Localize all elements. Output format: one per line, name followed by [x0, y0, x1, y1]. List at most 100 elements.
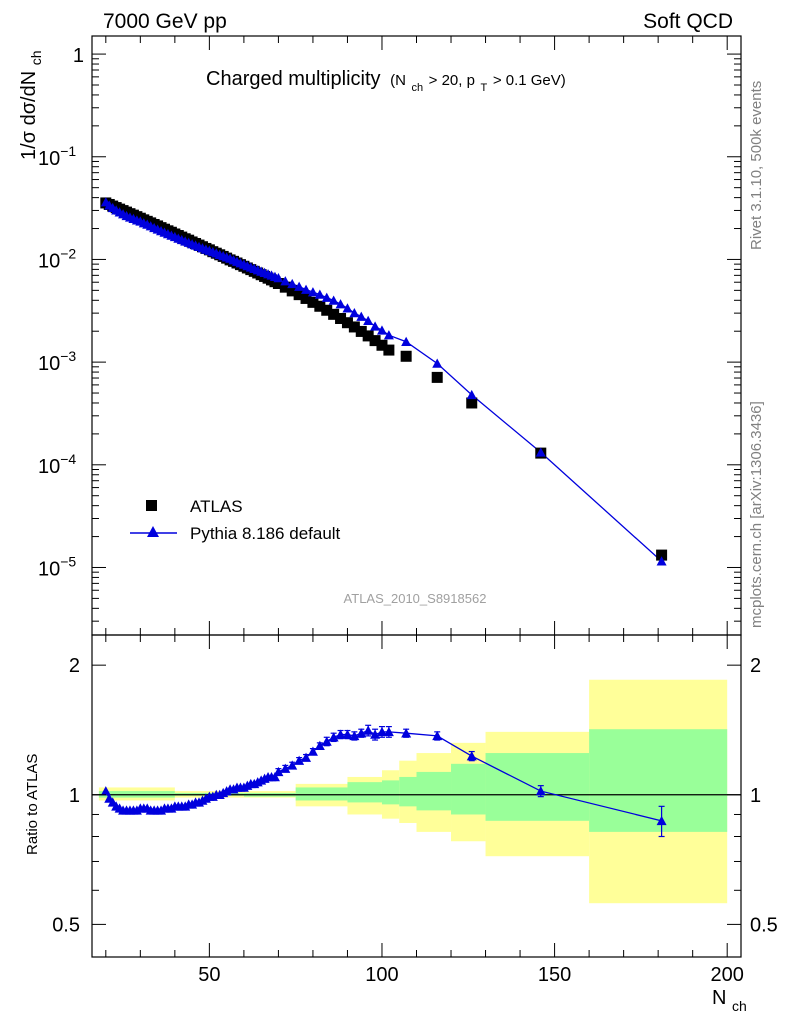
category-label: Soft QCD: [643, 10, 733, 33]
data-point: [466, 397, 478, 409]
main-title-cuts: (N: [390, 72, 406, 89]
stat-uncertainty-band: [399, 776, 417, 807]
ratio-y-tick-label-left: 0.5: [52, 914, 80, 936]
bottom-ticks: [92, 635, 741, 957]
ratio-point: [432, 730, 443, 741]
mc-point: [349, 307, 360, 318]
ratio-point: [376, 726, 387, 737]
mc-point: [432, 358, 443, 368]
data-point: [307, 296, 319, 308]
mc-point: [307, 287, 318, 297]
ratio-point: [294, 755, 305, 765]
ratio-point: [328, 732, 339, 742]
y-tick-label: 10−5: [38, 553, 76, 580]
stat-uncertainty-band: [347, 782, 382, 803]
bottom-y-tick-labels: 2 2 1 1 0.5 0.5: [52, 655, 778, 936]
y-tick-label: 10−3: [38, 348, 76, 375]
legend-mc-label: Pythia 8.186 default: [190, 524, 341, 543]
data-point: [272, 278, 284, 290]
main-title-cuts-mid: > 20, p: [429, 72, 475, 89]
y-tick-label: 10−2: [38, 245, 76, 272]
ratio-point: [349, 730, 360, 741]
ratio-point: [466, 751, 477, 761]
ratio-point: [314, 740, 325, 750]
mc-point: [401, 336, 412, 346]
data-point: [369, 335, 381, 347]
y-tick-label-exp: −2: [60, 245, 76, 261]
mc-point: [383, 330, 394, 340]
mc-point: [656, 556, 667, 566]
data-point: [341, 317, 353, 329]
mc-point: [342, 303, 353, 313]
x-axis-title: N ch: [712, 987, 747, 1014]
mc-point: [376, 325, 387, 335]
data-point: [355, 325, 367, 337]
main-title: Charged multiplicity (N ch > 20, p T > 0…: [206, 68, 566, 96]
y-tick-label-exp: −4: [60, 451, 76, 467]
top-plot-area: [100, 197, 668, 566]
data-point: [383, 344, 395, 356]
ratio-point: [383, 726, 394, 737]
legend-data-label: ATLAS: [190, 497, 243, 516]
y-tick-label-base: 10: [38, 456, 60, 478]
side-text-mcplots: mcplots.cern.ch [arXiv:1306.3436]: [748, 401, 765, 628]
ratio-point: [535, 786, 546, 796]
x-title-sub: ch: [732, 998, 747, 1014]
top-ticks: [92, 36, 741, 635]
main-title-cuts-sub1: ch: [411, 82, 423, 94]
ratio-point: [307, 746, 318, 756]
ratio-point: [287, 760, 298, 770]
ratio-point: [356, 728, 367, 738]
rivet-text: Rivet 3.1.10, 500k events: [748, 81, 765, 250]
stat-uncertainty-band: [589, 729, 728, 832]
y-title-bottom-text: Ratio to ATLAS: [24, 754, 41, 855]
y-tick-label-base: 1: [73, 45, 84, 67]
stat-uncertainty-band: [295, 787, 348, 801]
ratio-y-tick-label-right: 2: [750, 655, 761, 677]
ratio-point: [280, 763, 291, 773]
ratio-point: [301, 752, 312, 762]
svg-text:1/σ dσ/dN ch: 1/σ dσ/dN ch: [18, 50, 44, 160]
ratio-y-tick-label-right: 1: [750, 785, 761, 807]
analysis-id: ATLAS_2010_S8918562: [344, 591, 487, 606]
ratio-point: [335, 729, 346, 739]
data-point: [286, 285, 298, 297]
main-title-cuts-sub2: T: [481, 82, 488, 94]
ratio-point: [656, 815, 667, 826]
bottom-panel: 2 2 1 1 0.5 0.5 50 100 150 200: [52, 634, 778, 986]
y-tick-label-exp: −5: [60, 553, 76, 569]
data-point: [431, 371, 443, 383]
ratio-y-tick-label-left: 2: [69, 655, 80, 677]
main-title-cuts-suffix: > 0.1 GeV): [493, 72, 566, 89]
mc-point: [466, 389, 477, 400]
ratio-y-tick-label-left: 1: [69, 785, 80, 807]
x-tick-label: 100: [365, 964, 398, 986]
bottom-panel-frame: [91, 634, 742, 958]
data-point: [400, 350, 412, 362]
data-point: [362, 330, 374, 342]
legend-data-marker: [146, 500, 157, 511]
mc-point: [321, 292, 332, 302]
ratio-point: [370, 729, 381, 739]
y-tick-label: 10−4: [38, 451, 76, 478]
mc-point: [363, 315, 374, 325]
svg-text:N ch: N ch: [712, 987, 747, 1014]
mc-point: [328, 295, 339, 305]
mcplots-text: mcplots.cern.ch [arXiv:1306.3436]: [748, 401, 765, 628]
stat-uncertainty-band: [416, 771, 452, 811]
ratio-point: [269, 771, 280, 782]
mc-point: [335, 299, 346, 309]
x-title-text: N: [712, 987, 726, 1009]
y-tick-label-base: 10: [38, 558, 60, 580]
x-tick-labels: 50 100 150 200: [198, 964, 744, 986]
x-tick-label: 200: [711, 964, 744, 986]
top-y-tick-labels: 110−110−210−310−410−5: [38, 45, 84, 580]
mc-point: [280, 276, 291, 286]
data-point: [348, 321, 360, 333]
ratio-point: [321, 736, 332, 746]
data-point: [321, 304, 333, 316]
svg-text:Charged multiplicity (N: Charged multiplicity (N ch > 20, p T > 0…: [206, 68, 566, 96]
data-point: [328, 308, 340, 320]
ratio-y-tick-label-right: 0.5: [750, 914, 778, 936]
